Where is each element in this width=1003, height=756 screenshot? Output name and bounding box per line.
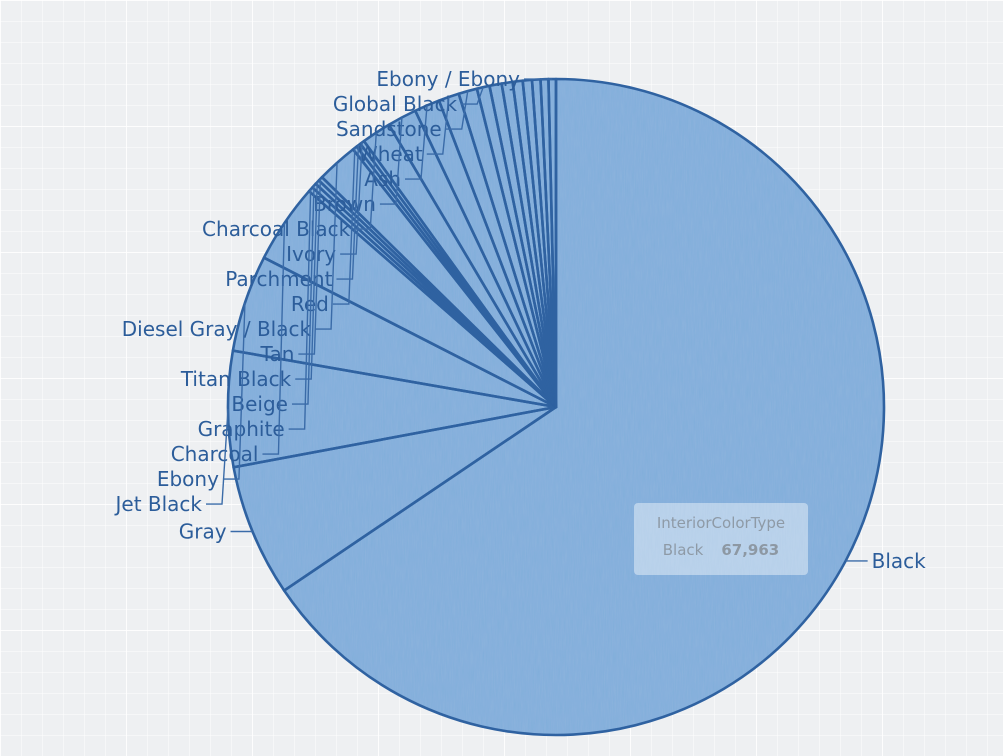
leader-line-charcoal-black — [354, 132, 377, 230]
pie-slice-diesel-gray-black[interactable] — [321, 149, 556, 407]
slice-label-charcoal-black: Charcoal Black — [202, 217, 351, 241]
slice-label-charcoal: Charcoal — [171, 442, 259, 466]
slice-label-brown: Brown — [313, 192, 376, 216]
pie-slice-charcoal[interactable] — [263, 191, 556, 407]
slice-label-wheat: Wheat — [358, 142, 423, 166]
slice-label-ash: Ash — [364, 167, 401, 191]
leader-line-wheat — [426, 96, 450, 155]
leader-line-ivory — [340, 142, 363, 255]
slice-label-ebony: Ebony — [157, 467, 219, 491]
pie-slice-black-outline — [282, 77, 886, 737]
leader-line-red — [332, 147, 356, 305]
slice-label-gray: Gray — [179, 519, 227, 543]
slice-label-global-black: Global Black — [333, 92, 458, 116]
tooltip-row: Black 67,963 — [634, 541, 808, 559]
pie-slice-gray-outline — [232, 405, 558, 592]
leader-line-ash — [405, 105, 428, 180]
tooltip-label: Black — [662, 541, 704, 559]
leader-line-charcoal — [262, 223, 286, 455]
pie-slice-jet-black[interactable] — [228, 350, 556, 468]
leader-line-graphite — [288, 189, 312, 430]
leader-line-sandstone — [445, 90, 469, 130]
pie-slice-black[interactable] — [284, 79, 884, 735]
pie-slice-charcoal-black[interactable] — [363, 124, 556, 407]
slice-label-tan: Tan — [260, 342, 295, 366]
leader-line-diesel-gray-black — [315, 162, 338, 330]
slice-label-jet-black: Jet Black — [113, 492, 202, 516]
slice-label-ebony-ebony: Ebony / Ebony — [376, 67, 520, 91]
tooltip-title: InteriorColorType — [656, 514, 786, 532]
leader-line-jet-black — [206, 408, 229, 505]
pie-slice-brown[interactable] — [388, 110, 556, 408]
leader-line-titan-black — [295, 182, 318, 380]
slice-label-titan-black: Titan Black — [180, 367, 292, 391]
slice-label-black: Black — [872, 549, 927, 573]
leader-line-parchment — [336, 145, 360, 280]
leader-line-tan — [298, 178, 322, 355]
slice-label-diesel-gray-black: Diesel Gray / Black — [122, 317, 312, 341]
leader-line-brown — [379, 117, 403, 205]
leader-line-ebony — [222, 302, 246, 480]
leader-line-beige — [291, 185, 315, 405]
leader-line-global-black — [461, 86, 484, 105]
tooltip: InteriorColorType Black 67,963 — [634, 503, 808, 575]
tooltip-value: 67,963 — [721, 541, 780, 559]
